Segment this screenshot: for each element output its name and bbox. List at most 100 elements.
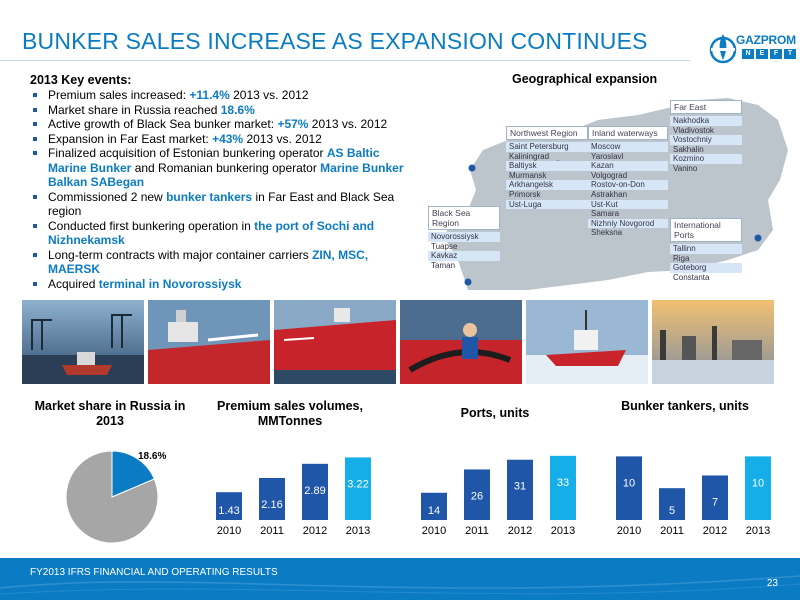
x-tick-label: 2012 bbox=[703, 525, 727, 537]
key-event-item: Market share in Russia reached 18.6% bbox=[30, 103, 420, 118]
key-event-highlight: 18.6% bbox=[220, 102, 255, 117]
region-heading: Far East bbox=[670, 100, 742, 114]
region-city: Sheksna bbox=[591, 228, 623, 238]
region-heading: International Ports bbox=[670, 218, 742, 242]
key-event-highlight: +57% bbox=[277, 117, 309, 131]
x-tick-label: 2011 bbox=[660, 525, 684, 537]
key-events-panel: 2013 Key events: Premium sales increased… bbox=[30, 73, 420, 291]
key-event-item: Commissioned 2 new bunker tankers in Far… bbox=[30, 190, 420, 219]
geo-expansion-map: Northwest Region Saint Petersburg Kalining… bbox=[428, 90, 800, 295]
bar-2011 bbox=[659, 488, 685, 520]
bunker-tankers-bar-chart: 10 2010 5 2011 7 2012 10 2013 bbox=[616, 456, 771, 537]
key-event-highlight: bunker tankers bbox=[166, 189, 253, 204]
page-number: 23 bbox=[766, 578, 778, 589]
x-tick-label: 2013 bbox=[551, 525, 575, 537]
key-event-highlight: Marine Bunker Balkan SABegan bbox=[48, 160, 404, 190]
port-sunrise-photo bbox=[652, 300, 774, 384]
region-city: Nizhniy Novgorod bbox=[588, 218, 668, 229]
region-city: Rostov-on-Don bbox=[588, 180, 668, 190]
bar-2013 bbox=[745, 456, 771, 520]
region-city: Goteborg bbox=[670, 263, 742, 273]
pie-slice-share bbox=[111, 450, 155, 498]
footer-text: FY2013 IFRS FINANCIAL AND OPERATING RESU… bbox=[30, 567, 278, 578]
bar-data-label: 10 bbox=[623, 477, 635, 489]
key-event-text: and Romanian bunkering operator bbox=[131, 160, 321, 175]
key-event-text: 2013 vs. 2012 bbox=[243, 131, 322, 146]
region-city: Novorossiysk bbox=[428, 232, 500, 242]
region-city: Ust-Kut bbox=[588, 199, 668, 210]
region-city: Yaroslavl bbox=[591, 151, 624, 161]
region-city: Kazan bbox=[588, 161, 668, 171]
region-city: Nakhodka bbox=[670, 116, 742, 126]
region-city: Kozmino bbox=[670, 154, 742, 164]
region-city: Astrakhan bbox=[591, 189, 628, 199]
region-city: Vostochniy bbox=[670, 135, 742, 145]
region-city: Sakhalin bbox=[673, 144, 704, 154]
title-divider bbox=[0, 60, 690, 61]
key-event-text: 2013 vs. 2012 bbox=[308, 117, 388, 131]
ports-bar-chart: 14 2010 26 2011 31 2012 33 2013 bbox=[421, 455, 576, 537]
logo-letter: T bbox=[784, 49, 796, 59]
footer-bar: FY2013 IFRS FINANCIAL AND OPERATING RESU… bbox=[0, 558, 800, 600]
x-tick-label: 2010 bbox=[217, 525, 241, 537]
region-city: Moscow bbox=[588, 142, 668, 152]
key-event-highlight: AS Baltic Marine Bunker bbox=[48, 146, 380, 175]
bar-2013 bbox=[345, 457, 371, 520]
region-heading: Northwest Region bbox=[506, 126, 588, 140]
bar-2012 bbox=[702, 475, 728, 520]
bar-data-label: 33 bbox=[557, 477, 569, 489]
logo-letter: E bbox=[756, 49, 768, 59]
ports-chart-title: Ports, units bbox=[460, 406, 530, 420]
tanker-hull-photo bbox=[274, 300, 396, 384]
key-event-text: Commissioned 2 new bbox=[48, 189, 167, 204]
region-city: Kavkaz bbox=[428, 251, 500, 261]
x-tick-label: 2012 bbox=[508, 525, 532, 537]
key-event-text: Market share in Russia reached bbox=[48, 102, 221, 117]
key-event-text: Active growth of Black Sea bunker market… bbox=[48, 117, 278, 131]
map-pin-icon bbox=[754, 234, 762, 242]
key-event-text: Conducted first bunkering operation in bbox=[48, 218, 255, 233]
bar-data-label: 31 bbox=[514, 481, 526, 493]
key-event-text: Premium sales increased: bbox=[48, 88, 190, 102]
region-city: Vladivostok bbox=[673, 125, 714, 135]
region-city: Riga bbox=[673, 253, 690, 263]
region-city: Ust-Luga bbox=[506, 199, 588, 210]
gazprom-flame-icon bbox=[709, 34, 737, 64]
key-event-item: Expansion in Far East market: +43% 2013 … bbox=[30, 132, 420, 147]
icebreaker-photo bbox=[526, 300, 648, 384]
harbor-cranes-photo bbox=[22, 300, 144, 384]
geo-expansion-title: Geographical expansion bbox=[512, 72, 658, 86]
key-event-highlight: +43% bbox=[212, 131, 244, 146]
key-event-text: in Far East and Black Sea region bbox=[48, 189, 395, 219]
key-event-highlight: terminal in Novorossiysk bbox=[98, 276, 242, 291]
region-city: Primorsk bbox=[509, 189, 541, 199]
region-black-sea: Black Sea Region Novorossiysk Tuapse Kavkaz… bbox=[428, 206, 500, 270]
x-tick-label: 2011 bbox=[465, 525, 489, 537]
bar-2012 bbox=[302, 463, 328, 520]
premium-sales-bar-chart: 1.43 2010 2.16 2011 2.89 2012 3.22 2013 bbox=[216, 457, 371, 537]
bar-data-label: 10 bbox=[752, 477, 764, 489]
x-tick-label: 2013 bbox=[746, 525, 770, 537]
x-tick-label: 2010 bbox=[617, 525, 641, 537]
footer-wave-decoration bbox=[0, 575, 800, 595]
region-city: Volgograd bbox=[591, 170, 628, 180]
key-event-text: Long-term contracts with major container… bbox=[48, 247, 313, 262]
region-inland-waterways: Inland waterways Moscow Yaroslavl Kazan Volg… bbox=[588, 126, 668, 238]
bar-data-label: 26 bbox=[471, 490, 483, 502]
key-event-item: Conducted first bunkering operation in t… bbox=[30, 219, 420, 248]
logo-letter: F bbox=[770, 49, 782, 59]
region-heading: Black Sea Region bbox=[428, 206, 500, 230]
key-event-item: Active growth of Black Sea bunker market… bbox=[30, 117, 420, 132]
bar-data-label: 2.16 bbox=[261, 499, 282, 511]
x-tick-label: 2012 bbox=[303, 525, 327, 537]
region-city: Vanino bbox=[673, 163, 698, 173]
bunker-tankers-chart-title: Bunker tankers, units bbox=[621, 399, 749, 413]
region-city: Samara bbox=[591, 209, 620, 219]
map-pin-icon bbox=[464, 278, 472, 286]
bar-2011 bbox=[464, 469, 490, 520]
bar-data-label: 3.22 bbox=[347, 478, 368, 490]
key-event-text: Finalized acquisition of Estonian bunker… bbox=[48, 146, 327, 160]
key-events-heading: 2013 Key events: bbox=[30, 73, 132, 87]
bar-2013 bbox=[550, 455, 576, 520]
bar-2011 bbox=[259, 478, 285, 520]
